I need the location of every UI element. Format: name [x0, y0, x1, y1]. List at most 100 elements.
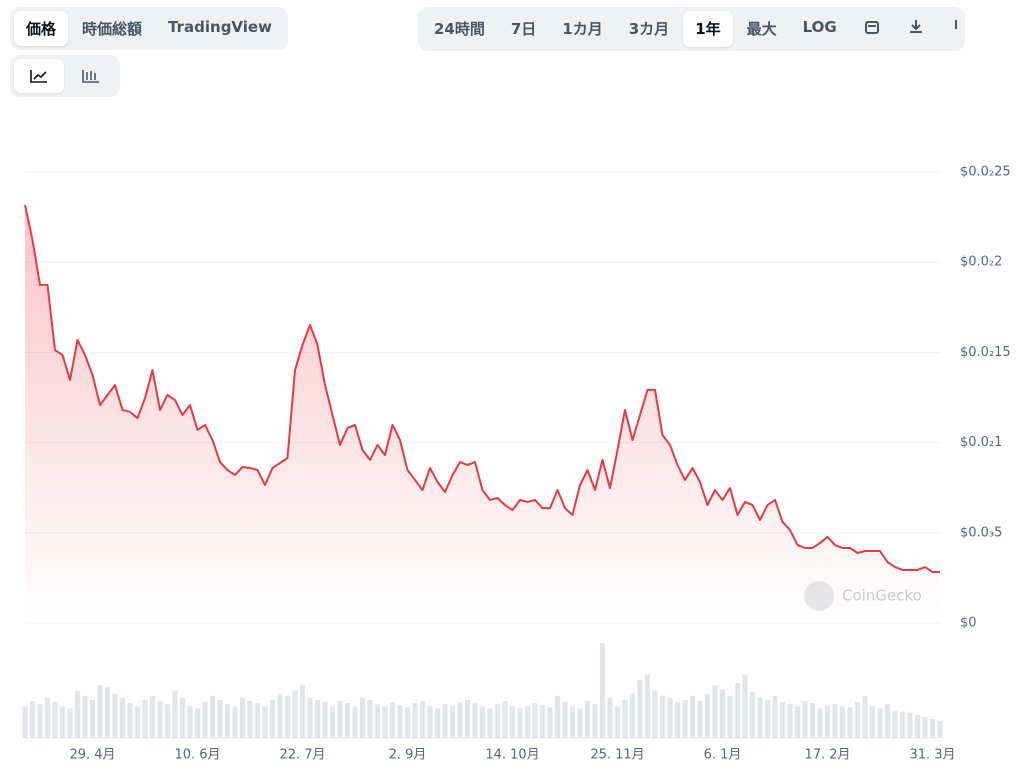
volume-bar [307, 697, 313, 738]
volume-bar [217, 700, 223, 738]
volume-bar [202, 702, 208, 738]
volume-bar [675, 702, 680, 738]
calendar-button[interactable] [851, 11, 893, 47]
watermark-text: CoinGecko [842, 587, 922, 605]
volume-bar [405, 707, 410, 738]
y-tick-label: $0.0₂25 [960, 165, 1011, 180]
y-tick-label: $0.0₃5 [960, 525, 1002, 540]
range[interactable]: 7日 [510, 20, 537, 38]
volume-bar [517, 708, 523, 738]
volume-bar [682, 700, 688, 738]
calendar-icon [864, 21, 879, 34]
tab[interactable]: 時価総額 [82, 20, 143, 38]
volume-bar [562, 702, 568, 738]
volume-bar [622, 700, 628, 738]
volume-bar [232, 706, 238, 738]
more-icon [954, 20, 957, 29]
range[interactable]: LOG [802, 18, 837, 36]
y-tick-label: $0.0₂15 [960, 345, 1011, 360]
candle-chart-button[interactable] [66, 59, 116, 93]
y-tick-label: $0 [960, 616, 977, 631]
x-tick-label: 2. 9月 [389, 748, 427, 763]
volume-bar [862, 695, 868, 738]
volume-bar [285, 695, 290, 738]
volume-bar [60, 706, 65, 738]
volume-bar [82, 695, 88, 738]
volume-bar [855, 702, 860, 738]
volume-bar [877, 708, 883, 738]
volume-bar [37, 704, 43, 738]
x-tick-label: 29. 4月 [69, 748, 115, 763]
volume-bar [600, 643, 605, 738]
line-icon [30, 70, 47, 83]
volume-bar [157, 701, 163, 738]
volume-bar [247, 701, 253, 738]
volume-bar [90, 700, 95, 738]
line-chart-button[interactable] [14, 59, 64, 93]
volume-bar [442, 704, 448, 738]
volume-bar [382, 706, 388, 738]
range[interactable]: 1年 [683, 11, 733, 47]
volume-bar [292, 690, 298, 738]
volume-bar [360, 697, 365, 738]
volume-bar [630, 693, 635, 738]
volume-bar [885, 704, 890, 738]
volume-bar [825, 706, 830, 738]
volume-bar [847, 707, 853, 738]
volume-bar [892, 710, 898, 738]
volume-bar [645, 674, 650, 738]
volume-bar [750, 691, 755, 738]
volume-bar [120, 697, 125, 738]
volume-bar [97, 685, 103, 738]
volume-bar [135, 706, 140, 738]
volume-bar [720, 689, 725, 738]
volume-bar [45, 697, 50, 738]
volume-bar [225, 704, 230, 738]
x-tick-label: 25. 11月 [590, 748, 644, 763]
volume-bar [112, 693, 118, 738]
volume-bar [255, 703, 260, 738]
range[interactable]: 1カ月 [562, 20, 603, 38]
volume-bar [690, 695, 695, 738]
volume-bar [870, 706, 875, 738]
volume-bar [840, 706, 845, 738]
volume-bar [487, 708, 493, 738]
tab[interactable]: 価格 [14, 11, 69, 46]
volume-bar [367, 700, 373, 738]
volume-bar [907, 712, 913, 738]
volume-bar [450, 706, 455, 738]
download-button[interactable] [895, 11, 937, 47]
more-button[interactable] [939, 11, 961, 47]
volume-bar [277, 693, 283, 738]
volume-bar [22, 706, 28, 738]
volume-bar [352, 706, 358, 738]
volume-bar [712, 685, 718, 738]
volume-bar [375, 704, 380, 738]
volume-bar [472, 703, 478, 738]
chart-type-group [10, 55, 120, 97]
volume-bar [345, 703, 350, 738]
tab[interactable]: TradingView [168, 18, 272, 36]
volume-bar [480, 706, 485, 738]
candle-icon [82, 70, 99, 83]
range[interactable]: 最大 [746, 20, 777, 38]
x-tick-label: 31. 3月 [909, 748, 955, 763]
volume-bar [510, 706, 515, 738]
volume-bar [210, 695, 215, 738]
volume-bar [705, 693, 710, 738]
range[interactable]: 3カ月 [628, 20, 670, 38]
volume-bar [592, 704, 598, 738]
volume-bar [742, 674, 748, 738]
volume-bar [465, 700, 470, 738]
volume-bar [787, 704, 793, 738]
volume-bar [637, 679, 643, 738]
volume-bar [930, 719, 935, 738]
volume-bar [337, 701, 343, 738]
volume-bar [315, 700, 320, 738]
tab-group: 価格 時価総額 TradingView [10, 7, 288, 50]
volume-bar [262, 706, 268, 738]
volume-bar [330, 706, 335, 738]
range[interactable]: 24時間 [434, 20, 485, 38]
volume-bar [420, 701, 425, 738]
